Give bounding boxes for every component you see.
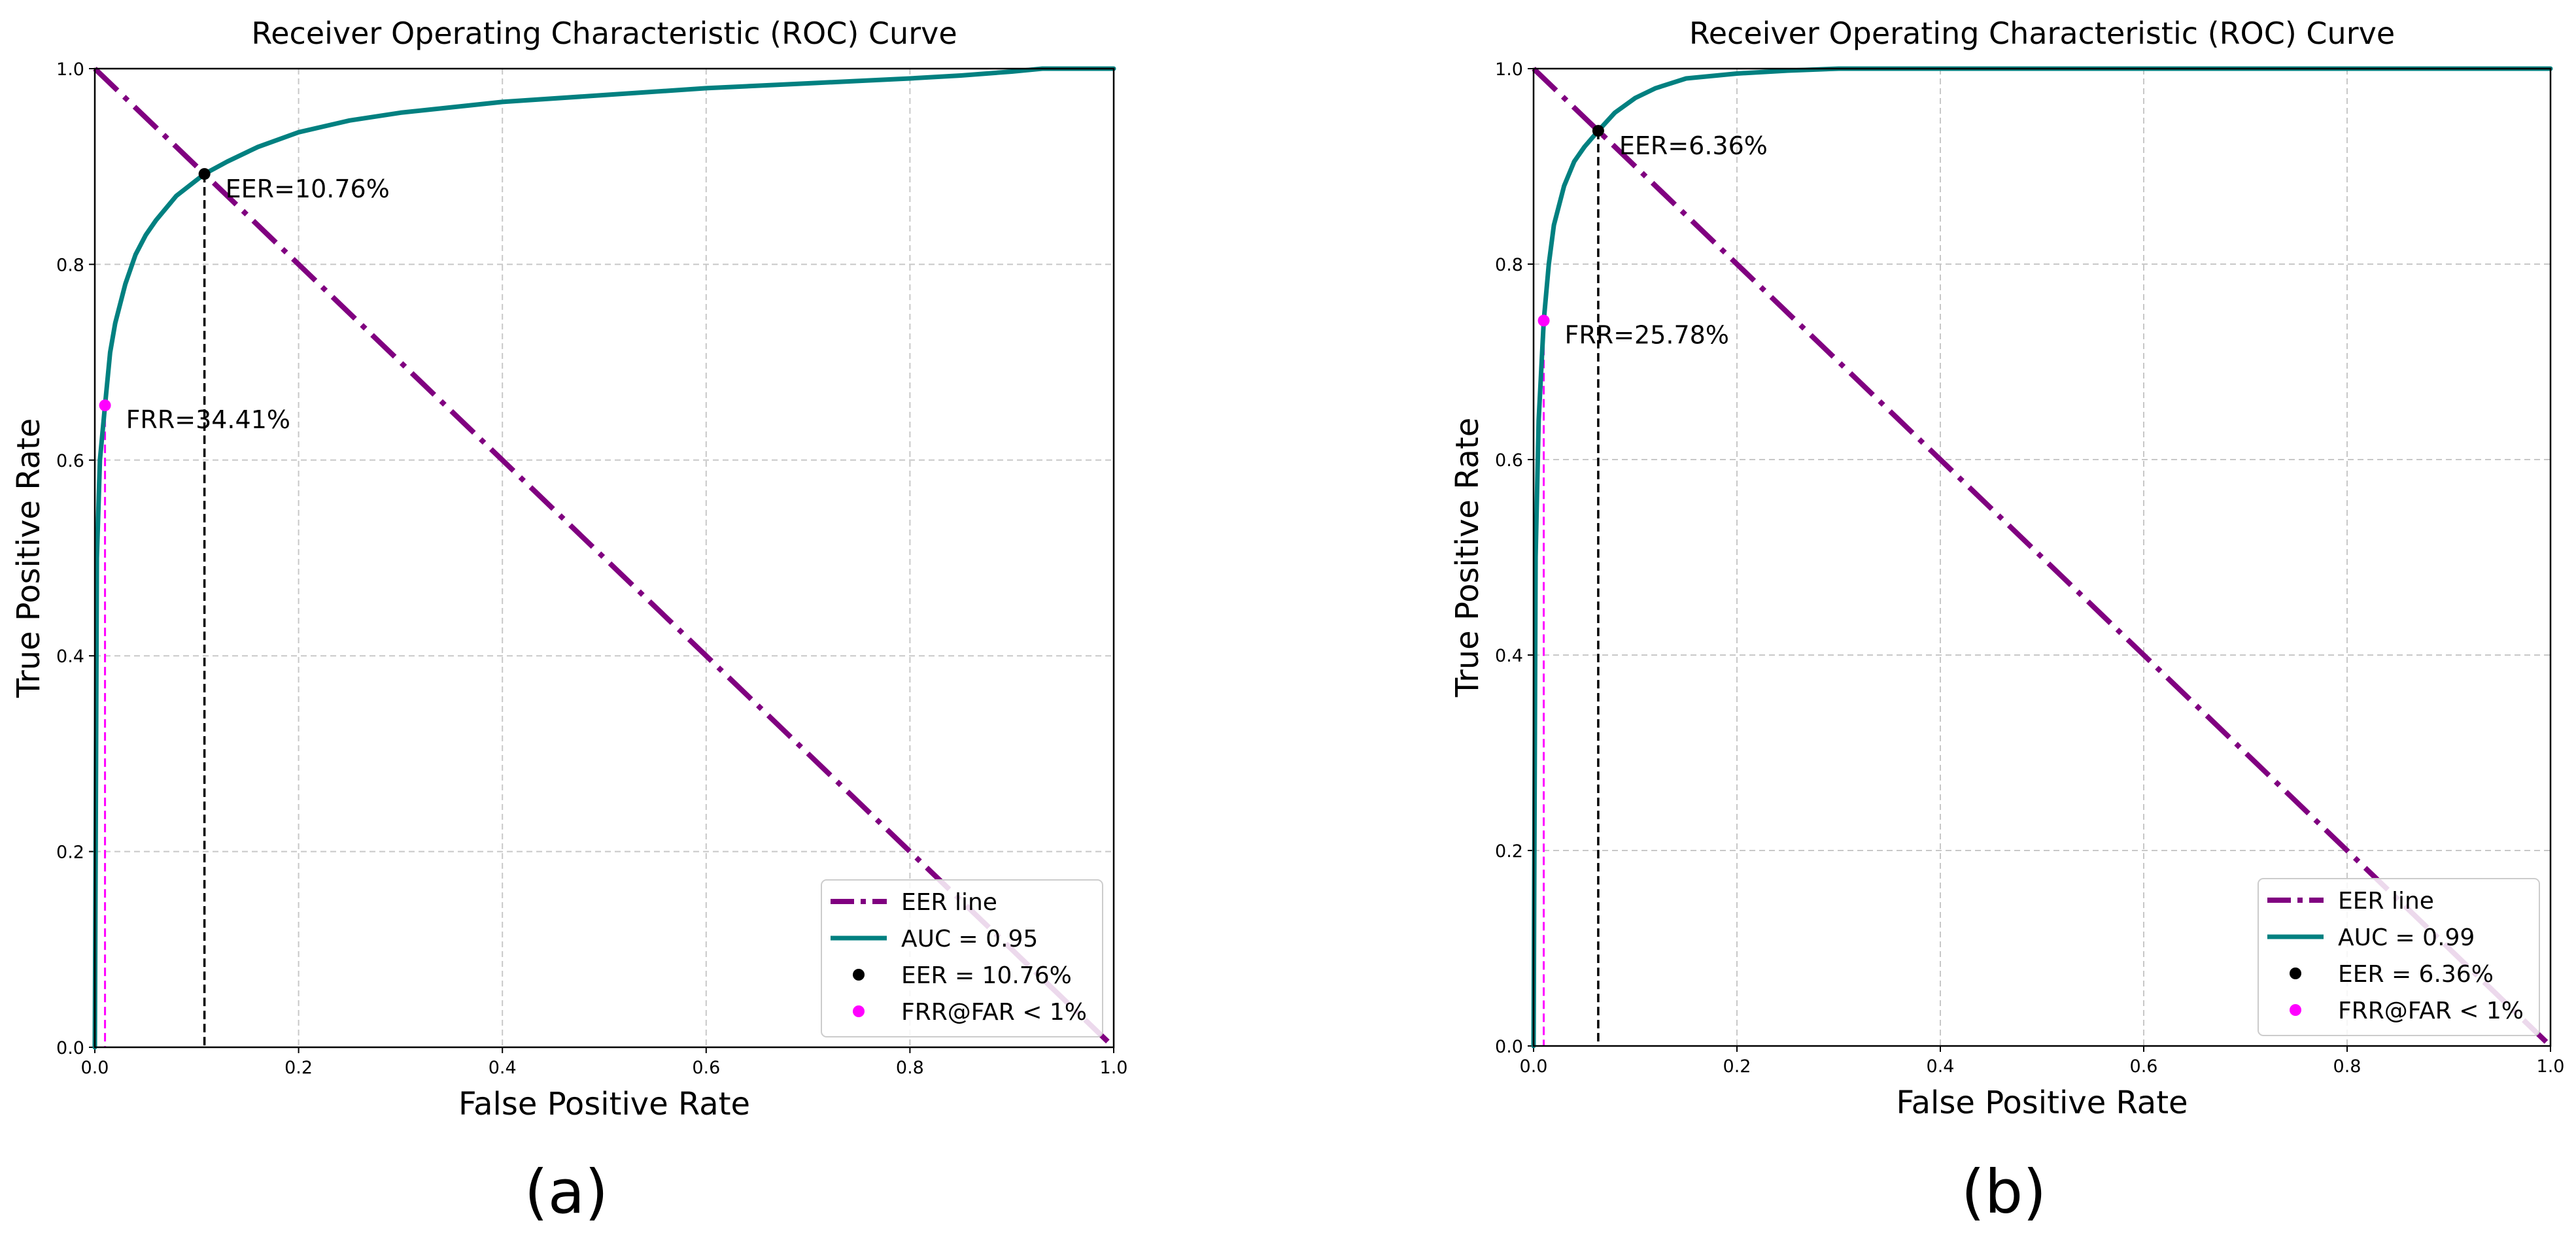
eer-annotation: EER=10.76% xyxy=(226,175,390,203)
x-tick-label: 0.0 xyxy=(1520,1056,1548,1077)
eer-point xyxy=(1592,125,1604,137)
legend-box xyxy=(2258,878,2540,1036)
legend: EER line AUC = 0.95 EER = 10.76% FRR@FAR < … xyxy=(821,879,1103,1037)
legend-entry-label: EER = 10.76% xyxy=(901,962,1072,989)
legend-entry-label: AUC = 0.99 xyxy=(2338,924,2475,951)
x-axis-label: False Positive Rate xyxy=(1896,1085,2188,1121)
chart-panel-b: 0.0 0.2 0.4 0.6 0.8 1.0 0.0 0.2 0.4 0.6 0.8 1.0 EER=… xyxy=(1449,16,2564,1227)
y-tick-label: 0.2 xyxy=(1495,841,1523,862)
legend-box xyxy=(821,879,1103,1037)
legend-entry-label: EER line xyxy=(901,889,997,916)
x-tick-label: 0.0 xyxy=(81,1058,109,1078)
frr-annotation: FRR=25.78% xyxy=(1565,320,1729,349)
y-axis-label: True Positive Rate xyxy=(10,418,47,699)
y-tick-label: 0.4 xyxy=(1495,646,1523,666)
roc-curve-series xyxy=(92,66,1116,1050)
y-tick-label: 0.2 xyxy=(56,843,84,863)
eer-point xyxy=(198,168,211,180)
panel-caption: (a) xyxy=(524,1157,608,1227)
x-tick-label: 0.8 xyxy=(2333,1056,2361,1077)
y-tick-label: 0.6 xyxy=(1495,450,1523,471)
legend-entry-label: EER = 6.36% xyxy=(2338,961,2494,988)
eer-annotation: EER=6.36% xyxy=(1619,131,1768,160)
y-tick-label: 0.0 xyxy=(1495,1037,1523,1057)
legend-entry-label: EER line xyxy=(2338,888,2434,915)
x-tick-label: 0.6 xyxy=(692,1058,720,1078)
x-axis-label: False Positive Rate xyxy=(458,1086,750,1122)
x-tick-label: 0.2 xyxy=(284,1058,313,1078)
chart-title: Receiver Operating Characteristic (ROC) … xyxy=(251,16,957,51)
y-tick-label: 0.8 xyxy=(1495,255,1523,275)
legend-swatch-marker xyxy=(2290,968,2301,979)
axes-frame xyxy=(1532,67,2552,1047)
chart-title: Receiver Operating Characteristic (ROC) … xyxy=(1689,16,2395,51)
x-tick-label: 1.0 xyxy=(1100,1058,1128,1078)
y-tick-label: 0.8 xyxy=(56,255,84,275)
y-tick-label: 0.6 xyxy=(56,451,84,471)
legend-entry-label: FRR@FAR < 1% xyxy=(2338,998,2524,1024)
frr-point xyxy=(1537,314,1550,327)
legend-swatch-marker xyxy=(2290,1004,2301,1016)
legend-entry-label: FRR@FAR < 1% xyxy=(901,999,1087,1026)
legend-swatch-marker xyxy=(853,969,865,981)
frr-point xyxy=(99,399,111,412)
x-tick-label: 0.8 xyxy=(896,1058,924,1078)
y-axis-label: True Positive Rate xyxy=(1449,418,1486,698)
x-tick-label: 1.0 xyxy=(2537,1056,2565,1077)
legend: EER line AUC = 0.99 EER = 6.36% FRR@FAR < 1… xyxy=(2258,878,2540,1036)
x-tick-label: 0.6 xyxy=(2130,1056,2158,1077)
axes-frame xyxy=(94,67,1115,1049)
legend-entry-label: AUC = 0.95 xyxy=(901,926,1038,952)
y-tick-label: 0.4 xyxy=(56,647,84,667)
x-tick-label: 0.2 xyxy=(1723,1056,1751,1077)
y-tick-label: 1.0 xyxy=(1495,59,1523,80)
y-tick-label: 0.0 xyxy=(56,1038,84,1058)
y-tick-label: 1.0 xyxy=(56,59,84,80)
x-tick-label: 0.4 xyxy=(489,1058,517,1078)
panel-caption: (b) xyxy=(1961,1157,2046,1227)
frr-annotation: FRR=34.41% xyxy=(126,405,290,434)
legend-swatch-marker xyxy=(853,1005,865,1017)
x-tick-label: 0.4 xyxy=(1927,1056,1955,1077)
chart-panel-a: 0.0 0.2 0.4 0.6 0.8 1.0 0.0 0.2 0.4 0.6 0.8 1.0 EER=… xyxy=(10,16,1127,1227)
